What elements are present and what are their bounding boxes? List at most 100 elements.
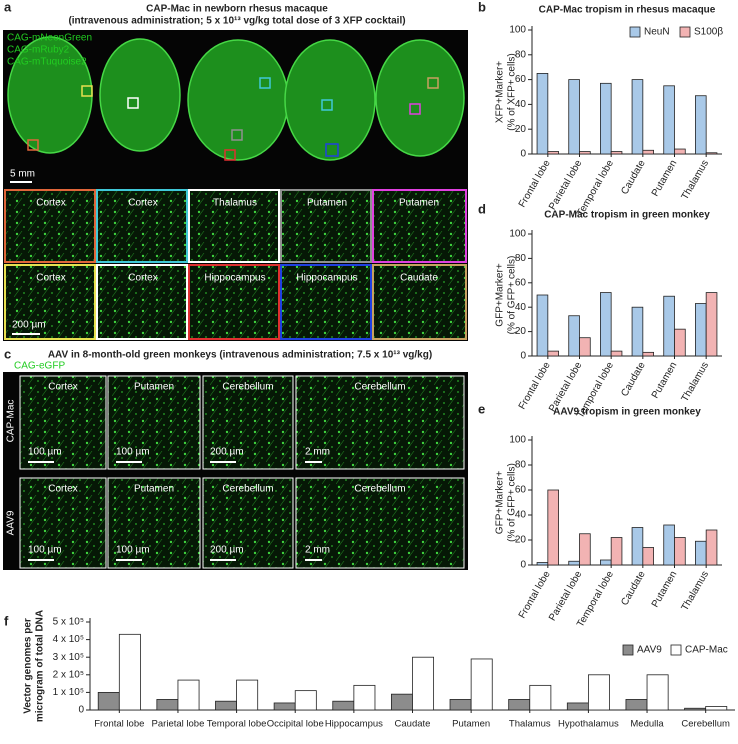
bar — [600, 559, 612, 566]
tile-label: Hippocampus — [296, 273, 357, 284]
bar — [215, 700, 237, 711]
x-tick-label: Frontal lobe — [517, 569, 553, 621]
legend-swatch — [629, 26, 641, 38]
panel-letter: a — [4, 0, 12, 14]
x-tick-label: Frontal lobe — [517, 158, 553, 210]
y-tick-label: 80 — [515, 253, 527, 264]
scale-label: 2 mm — [305, 447, 330, 458]
y-tick-label: 40 — [515, 510, 527, 521]
bar — [353, 684, 376, 711]
bar — [610, 350, 623, 357]
brain-sections — [7, 36, 465, 161]
x-tick-label: Caudate — [619, 158, 648, 197]
tile-label: Cortex — [48, 382, 77, 393]
x-tick-label: Occipital lobe — [267, 719, 324, 730]
bar — [610, 537, 623, 566]
x-tick-label: Thalamus — [509, 719, 551, 730]
bar — [536, 562, 549, 566]
bar — [536, 73, 549, 155]
x-tick-label: Putamen — [452, 719, 490, 730]
scale-bars-c — [28, 461, 322, 561]
chart-title: AAV9 tropism in green monkey — [553, 407, 701, 418]
bar — [642, 351, 654, 357]
y-tick-label: 80 — [515, 49, 527, 60]
tile-label: Caudate — [400, 273, 438, 284]
y-tick-label: 40 — [515, 302, 527, 313]
y-tick-label: 60 — [515, 277, 527, 288]
bar — [449, 699, 472, 711]
panel-title: AAV in 8-month-old green monkeys (intrav… — [48, 350, 432, 361]
x-tick-label: Putamen — [650, 158, 680, 198]
y-tick-label: 2 x 10⁵ — [53, 669, 84, 680]
panel-title: (intravenous administration; 5 x 10¹³ vg… — [68, 16, 405, 27]
y-axis-label: Vector genomes per — [23, 618, 34, 714]
bar — [674, 148, 686, 155]
tile-label: Cortex — [48, 484, 77, 495]
x-tick-label: Thalamus — [680, 158, 711, 202]
row-label: CAP-Mac — [6, 400, 17, 443]
bar — [568, 315, 580, 357]
x-tick-label: Hypothalamus — [558, 719, 619, 730]
tile-label: Putamen — [307, 198, 347, 209]
bar — [294, 690, 317, 711]
tile-label: Cerebellum — [222, 382, 273, 393]
tiles-c — [19, 375, 465, 569]
legend-swatch — [679, 26, 691, 38]
x-tick-label: Parietal lobe — [547, 569, 585, 623]
tile-label: Cortex — [128, 273, 157, 284]
tiles-a — [4, 189, 467, 340]
row-label: AAV9 — [6, 510, 17, 535]
bar — [566, 702, 589, 711]
y-tick-label: 20 — [515, 326, 527, 337]
tile-label: Cortex — [128, 198, 157, 209]
bar — [568, 79, 580, 155]
tile-label: Putamen — [134, 484, 174, 495]
y-tick-label: 100 — [509, 25, 526, 36]
bar — [684, 707, 707, 711]
chart-title: CAP-Mac tropism in rhesus macaque — [539, 5, 716, 16]
y-axis-label: XFP+Marker+ — [495, 61, 506, 123]
legend-label: CAP-Mac — [685, 645, 728, 656]
y-tick-label: 0 — [520, 351, 526, 362]
bar — [177, 679, 200, 711]
reporter-label: CAG-mTuquoise2 — [7, 57, 87, 68]
bar — [705, 529, 718, 566]
y-tick-label: 100 — [509, 435, 526, 446]
x-tick-label: Cerebellum — [681, 719, 730, 730]
bar — [631, 527, 644, 566]
y-tick-label: 5 x 10⁵ — [53, 617, 84, 628]
bar — [695, 303, 707, 357]
bar — [674, 537, 686, 566]
bar — [156, 699, 179, 711]
reporter-label: CAG-mNeonGreen — [7, 33, 92, 44]
legend-swatch — [622, 644, 634, 656]
bar — [695, 95, 707, 155]
bar — [568, 560, 580, 566]
y-axis-label: (% of GFP+ cells) — [507, 463, 518, 542]
y-tick-label: 4 x 10⁵ — [53, 634, 84, 645]
scale-label: 100 µm — [116, 545, 150, 556]
y-tick-label: 40 — [515, 99, 527, 110]
panel-letter: e — [478, 401, 485, 416]
x-tick-label: Thalamus — [680, 569, 711, 613]
scale-label: 100 µm — [116, 447, 150, 458]
bar — [705, 706, 728, 711]
x-tick-label: Frontal lobe — [94, 719, 144, 730]
y-tick-label: 3 x 10⁵ — [53, 652, 84, 663]
y-tick-label: 60 — [515, 74, 527, 85]
bar — [579, 533, 591, 566]
y-tick-label: 0 — [520, 560, 526, 571]
bar — [663, 295, 675, 357]
reporter-label: CAG-eGFP — [14, 361, 65, 372]
y-tick-label: 20 — [515, 535, 527, 546]
bar — [529, 684, 552, 711]
y-axis-label: (% of XFP+ cells) — [507, 53, 518, 131]
reporter-label: CAG-mRuby2 — [7, 45, 70, 56]
tile-label: Hippocampus — [204, 273, 265, 284]
x-tick-label: Temporal lobe — [207, 719, 267, 730]
bar — [547, 489, 559, 566]
bar — [663, 524, 675, 566]
bar — [610, 151, 623, 155]
bar — [470, 658, 493, 711]
panel-letter: f — [4, 613, 9, 628]
